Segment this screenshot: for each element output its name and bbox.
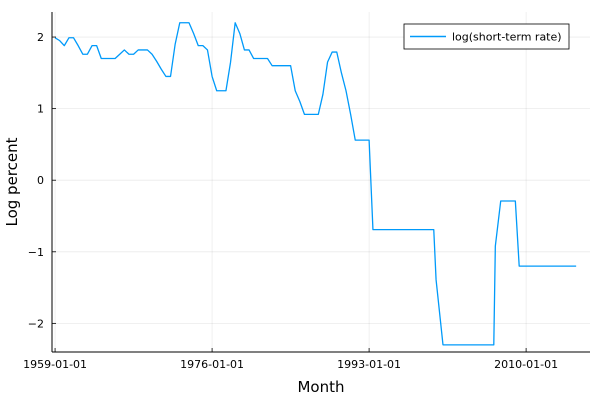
x-tick-label: 2010-01-01	[494, 358, 558, 371]
y-tick-label: 0	[37, 174, 44, 187]
x-tick-label: 1959-01-01	[23, 358, 87, 371]
x-tick-label: 1993-01-01	[337, 358, 401, 371]
legend-label: log(short-term rate)	[452, 31, 562, 44]
y-tick-label: −1	[28, 246, 44, 259]
tick-labels: 1959-01-01 1976-01-01 1993-01-01 2010-01-01…	[23, 31, 558, 371]
series-line	[54, 22, 577, 346]
x-axis-label: Month	[297, 378, 344, 396]
y-tick-label: 2	[37, 31, 44, 44]
axes	[51, 12, 590, 353]
series-layer	[54, 22, 577, 346]
grid	[52, 12, 590, 352]
y-axis-label: Log percent	[3, 137, 21, 226]
y-tick-label: −2	[28, 317, 44, 330]
legend: log(short-term rate)	[403, 23, 570, 50]
x-tick-label: 1976-01-01	[180, 358, 244, 371]
y-tick-label: 1	[37, 103, 44, 116]
